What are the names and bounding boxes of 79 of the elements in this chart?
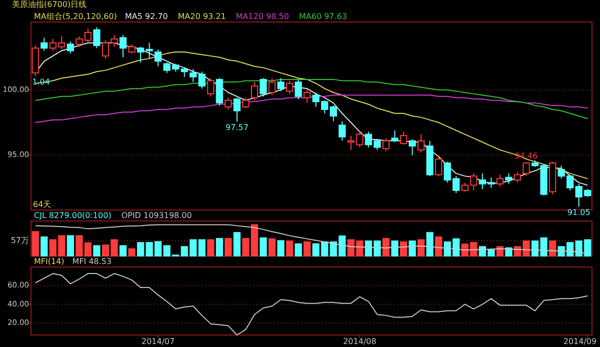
candlestick — [40, 37, 48, 52]
bar — [268, 238, 276, 256]
bar — [207, 239, 214, 256]
bar — [198, 239, 206, 256]
candlestick — [391, 130, 398, 143]
bar — [294, 243, 302, 256]
bar — [548, 240, 556, 256]
candlestick — [224, 97, 232, 110]
bar — [408, 240, 416, 256]
bar — [260, 237, 267, 256]
candlestick — [294, 78, 302, 100]
candlestick — [496, 174, 504, 187]
candlestick — [408, 139, 416, 156]
candlestick — [330, 105, 337, 122]
candlestick — [514, 172, 522, 184]
text: MA5 92.70 — [124, 12, 168, 22]
candlestick — [128, 44, 136, 54]
bar — [119, 245, 127, 256]
bar — [426, 232, 434, 256]
bar — [216, 238, 224, 256]
bar — [286, 240, 294, 256]
annotation: 91.05 — [567, 208, 590, 217]
x-tick-label: 2014/08 — [343, 337, 376, 346]
text: MA60 97.63 — [298, 12, 347, 22]
candlestick — [146, 42, 153, 60]
candlestick — [277, 78, 284, 92]
candlestick — [180, 67, 188, 78]
candlestick — [286, 80, 294, 94]
bar — [66, 235, 74, 256]
candlestick — [233, 97, 241, 122]
candlestick — [66, 41, 74, 54]
x-tick-label: 2014/07 — [141, 337, 175, 346]
candlestick — [119, 34, 127, 58]
text: MA120 98.50 — [236, 12, 289, 22]
bar — [304, 241, 311, 256]
bar — [128, 248, 136, 256]
candlestick — [190, 68, 197, 83]
bar — [32, 231, 39, 256]
candlestick — [93, 26, 100, 49]
series-label: MFI 48.53 — [72, 257, 112, 266]
candlestick — [250, 82, 258, 101]
bar — [233, 232, 241, 256]
candlestick — [304, 89, 311, 104]
bar — [137, 242, 144, 256]
candlestick — [382, 138, 390, 152]
line-series — [34, 273, 588, 336]
candlestick — [242, 97, 250, 109]
candlestick — [418, 134, 425, 154]
annotation: 64天 — [33, 200, 52, 210]
ref-line-label: 57万 — [10, 236, 29, 245]
chart-title: 美原油指(6700)日线 — [12, 0, 87, 10]
legend-title: MFI(14) — [34, 257, 64, 266]
bar — [400, 241, 408, 256]
candlestick — [268, 78, 276, 96]
candlestick — [522, 162, 530, 177]
bar — [40, 236, 48, 256]
annotation: 97.57 — [226, 122, 248, 132]
candlestick — [400, 131, 408, 146]
bar — [391, 240, 398, 256]
candlestick — [216, 78, 224, 106]
candlestick — [505, 172, 512, 184]
bar — [418, 239, 425, 256]
bar — [382, 238, 390, 256]
candlestick — [154, 48, 162, 67]
candlestick — [435, 157, 442, 177]
series-label: OPID 1093198.00 — [121, 211, 192, 220]
candlestick — [207, 78, 214, 97]
candlestick — [260, 78, 267, 97]
bar — [224, 238, 232, 256]
series-label: CJL 8279.00(0:100) — [34, 211, 112, 220]
candlestick — [338, 120, 346, 142]
x-tick-label: 2014/09 — [563, 337, 597, 346]
bar — [435, 236, 442, 256]
candlestick — [137, 46, 144, 63]
candlestick — [198, 71, 206, 90]
bar — [93, 245, 100, 256]
text: MA20 93.21 — [178, 12, 226, 22]
bar — [277, 240, 284, 256]
legend-title: MA组合(5,20,120,60) — [34, 12, 117, 22]
